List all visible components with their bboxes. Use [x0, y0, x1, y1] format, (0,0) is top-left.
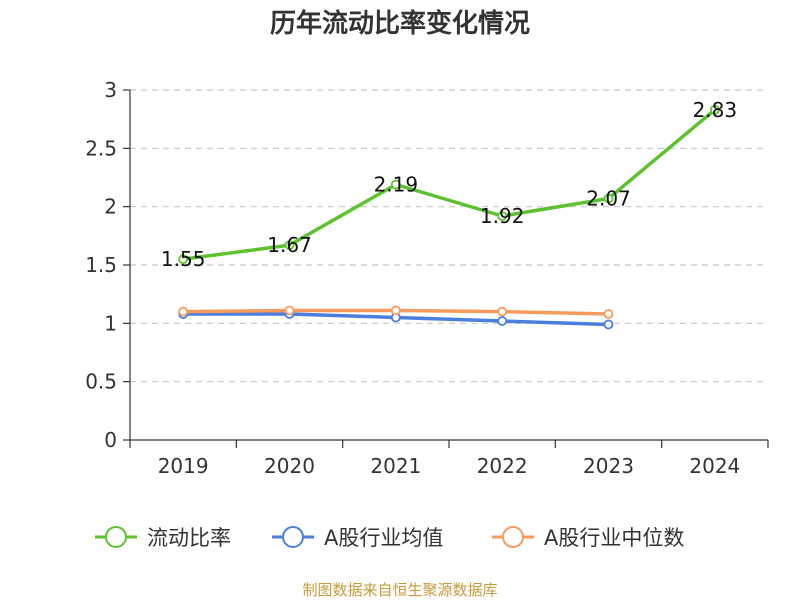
data-point[interactable]	[284, 305, 295, 316]
legend-marker	[105, 526, 127, 548]
x-tick-label: 2021	[370, 454, 421, 478]
data-labels: 1.55 1.67 2.19 1.92 2.07 2.83	[161, 98, 737, 271]
legend-item[interactable]: A股行业均值	[272, 526, 443, 550]
legend[interactable]: 流动比率 A股行业均值 A股行业中位数	[95, 526, 684, 550]
legend-marker	[502, 526, 524, 548]
series-line	[182, 108, 716, 261]
data-label: 2.83	[693, 98, 738, 122]
y-tick-label: 0	[104, 428, 117, 452]
data-point[interactable]	[603, 309, 614, 319]
y-tick-label: 3	[104, 78, 117, 102]
x-tick-label: 2024	[689, 454, 740, 478]
data-point[interactable]	[497, 211, 508, 221]
x-tick-label: 2020	[264, 454, 315, 478]
legend-marker	[282, 526, 304, 548]
grid-lines	[130, 89, 768, 383]
data-point[interactable]	[603, 193, 614, 204]
data-label: 2.19	[374, 173, 419, 197]
axes: 0 0.5 1 1.5 2 2.5 3 2019 2020 2021 2022 2023 2024	[85, 78, 769, 478]
legend-label: 流动比率	[147, 526, 231, 550]
y-tick-label: 1.5	[85, 253, 117, 277]
data-point[interactable]	[284, 240, 295, 251]
legend-item[interactable]: A股行业中位数	[492, 526, 684, 550]
chart-title: 历年流动比率变化情况	[270, 8, 530, 39]
y-tick-label: 2.5	[85, 136, 117, 160]
data-point[interactable]	[603, 319, 614, 330]
data-point[interactable]	[709, 104, 720, 115]
data-point[interactable]	[390, 305, 401, 316]
data-label: 1.55	[161, 247, 206, 271]
legend-label: A股行业均值	[324, 526, 443, 550]
x-tick-label: 2023	[583, 454, 634, 478]
data-point[interactable]	[390, 179, 401, 190]
x-tick-label: 2022	[477, 454, 528, 478]
legend-label: A股行业中位数	[544, 526, 684, 550]
data-label: 2.07	[586, 187, 631, 211]
data-label: 1.92	[480, 204, 525, 228]
y-tick-label: 2	[104, 195, 117, 219]
y-tick-label: 0.5	[85, 370, 117, 394]
x-tick-label: 2019	[158, 454, 209, 478]
data-point[interactable]	[178, 306, 189, 317]
legend-item[interactable]: 流动比率	[95, 526, 231, 550]
data-label: 1.67	[267, 233, 312, 257]
data-point[interactable]	[178, 254, 189, 265]
data-point[interactable]	[497, 306, 508, 317]
source-note: 制图数据来自恒生聚源数据库	[302, 581, 497, 599]
y-tick-label: 1	[104, 311, 117, 335]
series-group	[178, 104, 720, 330]
data-point[interactable]	[497, 316, 508, 326]
